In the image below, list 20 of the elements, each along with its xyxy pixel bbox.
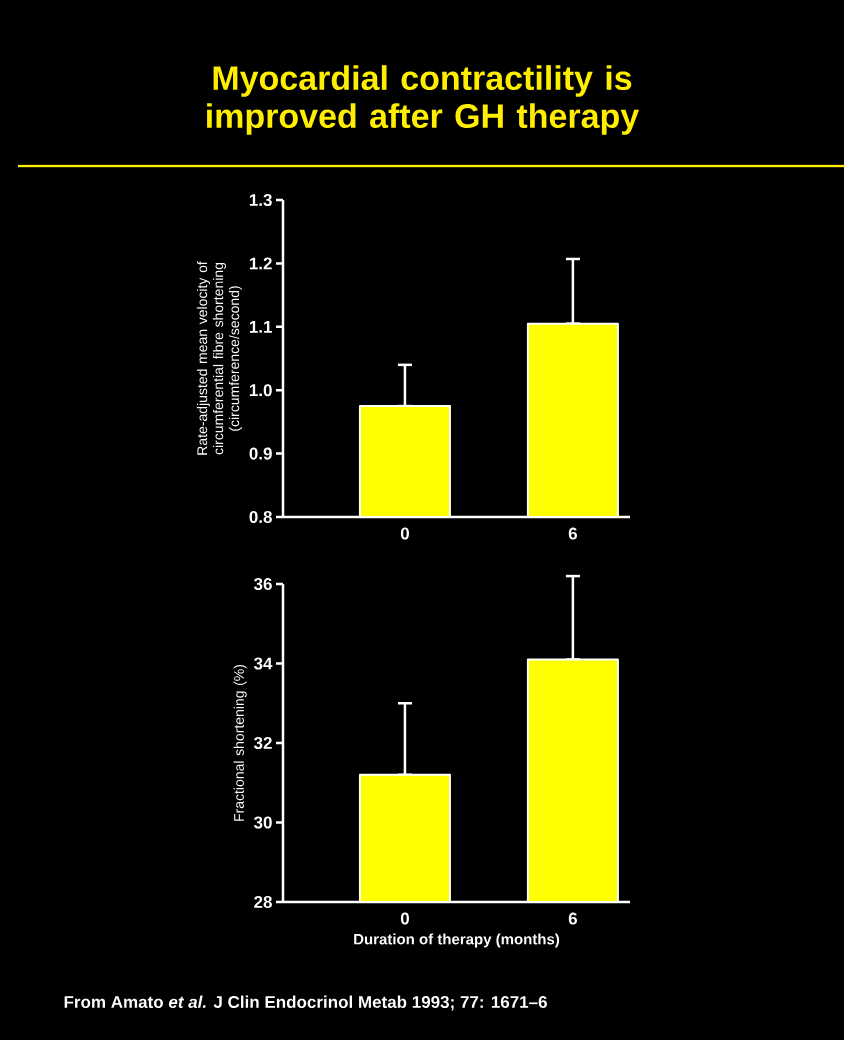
x-tick-label: 6 [568,912,577,925]
chart-title: Myocardial contractility is improved after GH therapy [206,65,639,135]
y-tick-label: 34 [253,657,273,670]
y-tick-label: 1.3 [249,193,272,207]
y-tick-label: 36 [253,577,272,591]
y-tick-label: 1.2 [249,257,272,270]
x-axis-title: Duration of therapy (months) [354,933,559,948]
x-tick-label: 6 [568,527,577,540]
y-axis-title: Fractional shortening (%) [233,664,247,821]
y-tick-label: 1.0 [249,384,272,397]
y-tick-label: 30 [253,816,272,829]
x-tick-label: 0 [400,912,409,925]
y-tick-label: 32 [253,736,272,750]
text: From Amato et al. J Clin Endocrinol Metab 1993; 77: 1671–6 [64,995,547,1011]
y-tick-label: 28 [254,895,272,909]
y-axis-title: Rate-adjusted mean velocity of circumferential fibre shortening (circumference/second) [196,261,242,455]
y-tick-label: 0.8 [249,510,272,524]
x-tick-label: 0 [400,527,409,540]
y-tick-label: 1.1 [249,320,272,333]
y-tick-label: 0.9 [249,447,272,460]
